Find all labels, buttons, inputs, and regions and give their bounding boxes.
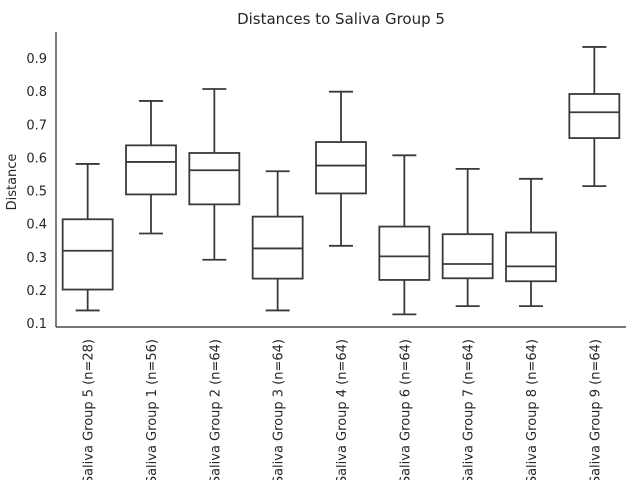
y-tick-label: 0.7 (26, 118, 47, 133)
x-tick-label: Saliva Group 4 (n=64) (335, 339, 350, 480)
y-tick-label: 0.1 (26, 317, 47, 332)
y-axis-title: Distance (5, 154, 20, 211)
plot-area: 0.1 0.2 0.3 0.4 0.5 0.6 0.7 0.8 0.9 Saliva Group … (26, 32, 626, 480)
x-tick-label: Saliva Group 6 (n=64) (398, 339, 413, 480)
x-tick-label: Saliva Group 3 (n=64) (272, 339, 287, 480)
x-tick-label: Saliva Group 2 (n=64) (208, 339, 223, 480)
box-iqr (441, 233, 494, 280)
x-tick-label: Saliva Group 8 (n=64) (525, 339, 540, 480)
x-tick-label: Saliva Group 5 (n=28) (82, 339, 97, 480)
box-iqr (315, 141, 367, 195)
y-tick-label: 0.4 (26, 218, 47, 233)
y-tick-label: 0.5 (26, 185, 47, 200)
chart-title: Distances to Saliva Group 5 (237, 10, 445, 28)
y-tick-label: 0.9 (26, 52, 47, 67)
y-tick-label: 0.6 (26, 151, 47, 166)
y-tick-label: 0.8 (26, 85, 47, 100)
x-tick-label: Saliva Group 7 (n=64) (462, 339, 477, 480)
x-tick-label: Saliva Group 9 (n=64) (588, 339, 603, 480)
box-iqr (188, 152, 241, 206)
box-iqr (61, 218, 114, 291)
x-tick-label: Saliva Group 1 (n=56) (145, 339, 160, 480)
box-iqr (125, 144, 177, 196)
box-iqr (505, 231, 557, 283)
box-iqr (378, 225, 431, 281)
y-tick-label: 0.2 (26, 284, 47, 299)
box-iqr (568, 93, 621, 139)
y-tick-label: 0.3 (26, 251, 47, 266)
